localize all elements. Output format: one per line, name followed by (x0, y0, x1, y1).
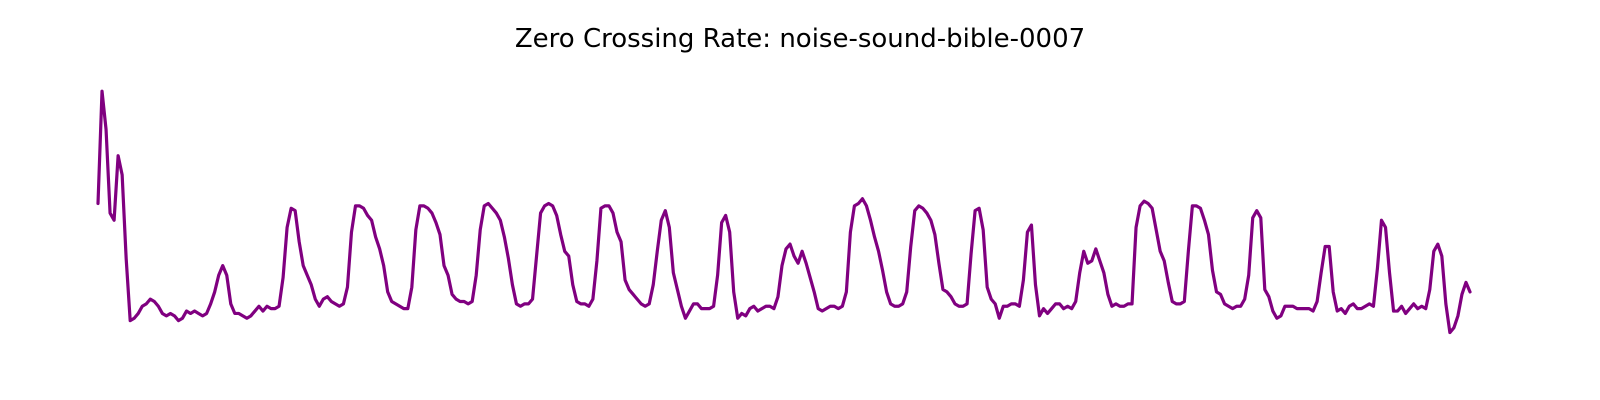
chart-title: Zero Crossing Rate: noise-sound-bible-00… (514, 24, 1086, 54)
plot-area (96, 89, 1472, 335)
series-line (96, 89, 1472, 335)
